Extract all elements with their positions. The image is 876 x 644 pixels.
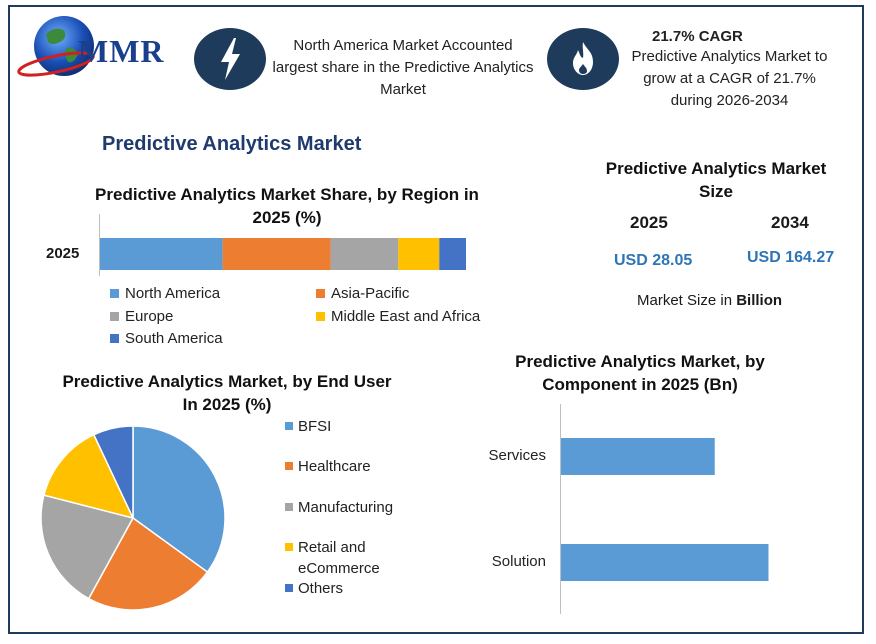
pie-legend-manufacturing: Manufacturing	[285, 497, 408, 518]
infographic-frame	[8, 5, 864, 634]
end-user-chart-title: Predictive Analytics Market, by End User…	[62, 372, 392, 414]
cagr-headline: 21.7% CAGR	[652, 28, 743, 45]
component-chart-title: Predictive Analytics Market, by Componen…	[515, 352, 765, 394]
region-chart-axis	[99, 214, 100, 276]
pie-legend-others: Others	[285, 578, 408, 599]
pie-legend-healthcare: Healthcare	[285, 456, 408, 477]
highlight-north-america-text: North America Market Accounted largest s…	[272, 37, 534, 98]
market-size-year-2025: 2025	[630, 213, 668, 232]
legend-north-america: North America	[110, 285, 220, 302]
market-size-title: Predictive Analytics Market Size	[605, 159, 827, 201]
pie-legend-retail: Retail and eCommerce	[285, 537, 408, 579]
region-bar-segment-south-america	[439, 238, 466, 270]
pie-slice-others	[92, 425, 134, 519]
pie-slice-bfsi	[132, 425, 226, 574]
market-size-year-2034: 2034	[771, 213, 809, 232]
mmr-logo	[16, 12, 176, 82]
market-size-unit: Market Size in Billion	[637, 292, 783, 309]
region-bar-segment-north-america	[100, 238, 223, 270]
cagr-text: Predictive Analytics Market to grow at a…	[631, 48, 828, 109]
component-label-solution: Solution	[491, 553, 546, 570]
component-chart-axis	[560, 404, 561, 614]
pie-slice-healthcare	[87, 516, 209, 611]
legend-asia-pacific: Asia-Pacific	[316, 285, 409, 302]
globe-icon	[17, 16, 95, 77]
flame-icon	[547, 28, 619, 90]
component-bar-services	[561, 438, 715, 475]
legend-south-america: South America	[110, 330, 223, 347]
region-bar-segment-europe	[330, 238, 399, 270]
lightning-icon	[194, 28, 266, 90]
component-bar-solution	[561, 544, 769, 581]
market-size-value-2034: USD 164.27	[747, 249, 835, 266]
component-bars	[561, 438, 769, 581]
region-category-label: 2025	[46, 245, 80, 262]
market-size-value-2025: USD 28.05	[614, 252, 693, 269]
region-stacked-bar	[100, 238, 466, 270]
page-title: Predictive Analytics Market	[102, 133, 362, 155]
region-chart-title: Predictive Analytics Market Share, by Re…	[95, 185, 479, 227]
logo-text: MMR	[78, 33, 165, 69]
component-label-services: Services	[488, 447, 546, 464]
legend-middle-east-africa: Middle East and Africa	[316, 308, 480, 325]
region-bar-segment-middle-east-and-africa	[398, 238, 440, 270]
end-user-pie-chart	[40, 425, 226, 611]
pie-slice-manufacturing	[40, 494, 135, 600]
legend-europe: Europe	[110, 308, 173, 325]
pie-slice-retail-and-ecommerce	[42, 433, 135, 520]
region-bar-segment-asia-pacific	[222, 238, 331, 270]
pie-legend-bfsi: BFSI	[285, 416, 408, 437]
